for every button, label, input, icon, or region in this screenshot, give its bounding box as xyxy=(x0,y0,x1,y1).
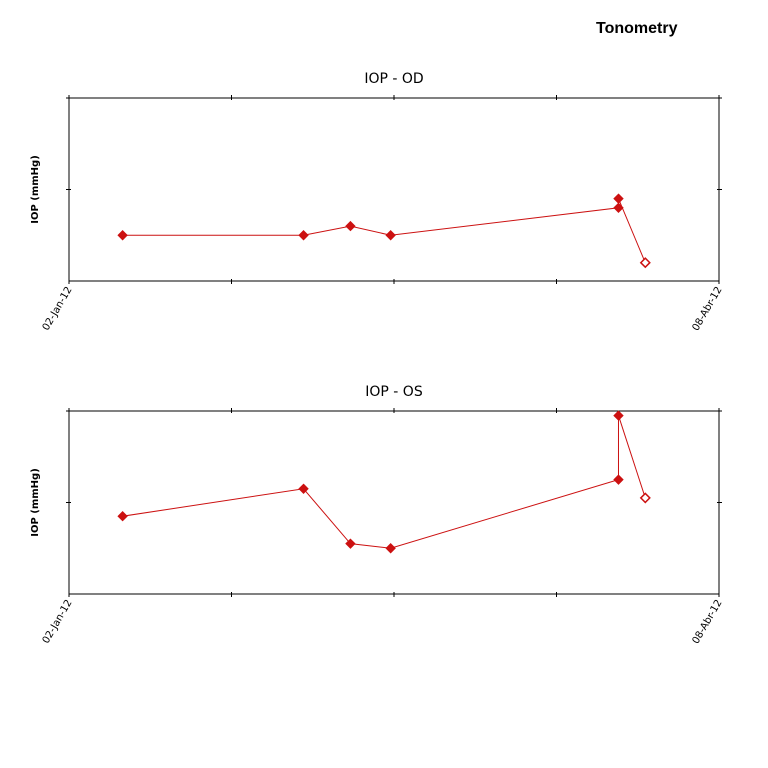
data-point xyxy=(345,538,356,549)
y-axis-label: IOP (mmHg) xyxy=(30,468,41,537)
chart-title: IOP - OD xyxy=(364,71,423,87)
page-title: Tonometry xyxy=(596,20,678,37)
data-point xyxy=(385,230,396,241)
data-point xyxy=(613,202,624,214)
plot-frame xyxy=(68,97,720,282)
data-point xyxy=(613,474,624,485)
data-point-hollow xyxy=(639,492,651,504)
data-point xyxy=(117,230,128,241)
data-point xyxy=(298,483,309,494)
data-point-hollow xyxy=(639,257,651,269)
plot-frame xyxy=(68,410,720,595)
data-point xyxy=(613,193,624,204)
chart-panel-2: IOP - OS IOP (mmHg) 02-Jan-12 08-Abr-12 xyxy=(30,384,725,646)
chart-title: IOP - OS xyxy=(365,384,423,400)
data-point xyxy=(117,511,128,522)
data-point xyxy=(385,543,396,554)
x-tick-label: 02-Jan-12 xyxy=(41,598,75,646)
chart-panel-1: IOP - OD IOP (mmHg) 02-Jan-12 08-Abr-12 xyxy=(30,71,725,333)
x-tick-label: 02-Jan-12 xyxy=(41,285,75,333)
x-tick-label: 08-Abr-12 xyxy=(691,598,725,646)
data-point xyxy=(613,410,624,421)
y-axis-label: IOP (mmHg) xyxy=(30,155,41,224)
data-point xyxy=(345,220,356,232)
data-point xyxy=(298,230,309,241)
x-tick-label: 08-Abr-12 xyxy=(691,285,725,333)
